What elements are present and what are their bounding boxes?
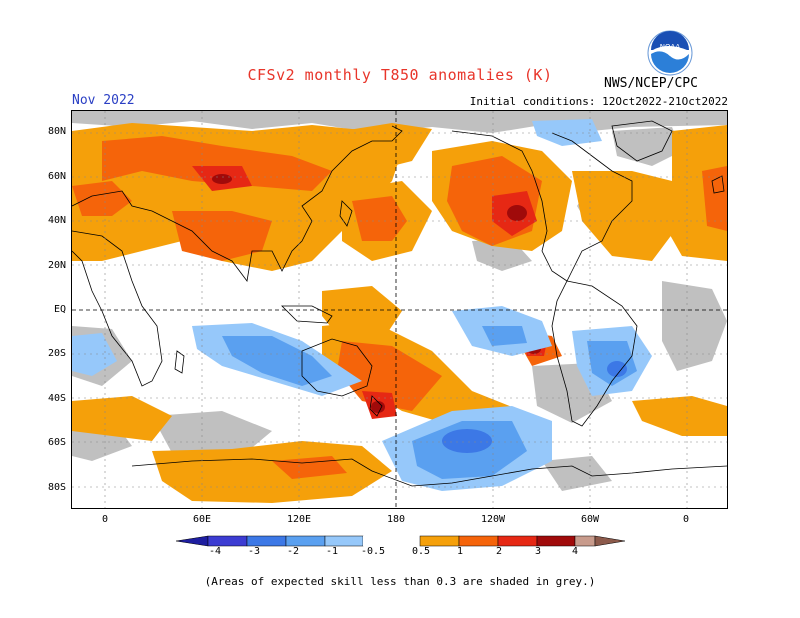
coast-uk: [711, 175, 725, 194]
graticule: [72, 111, 727, 508]
orange-australia-region: [322, 286, 402, 341]
coast-antarctica: [131, 458, 727, 487]
coast-madagascar: [174, 350, 185, 374]
coast-japan: [339, 200, 353, 227]
colorbar-seg-4-3: [207, 535, 248, 547]
coast-australia: [301, 338, 373, 397]
noaa-logo: NOAA: [647, 30, 693, 76]
coast-indonesia: [281, 305, 333, 324]
orange-south-atlantic: [632, 396, 727, 436]
lat-label-20n: 20N: [47, 260, 66, 271]
lon-label-60e: 60E: [192, 514, 212, 525]
colorbar: [175, 535, 626, 547]
lon-label-120e: 120E: [286, 514, 312, 525]
cold-mid-blue-areas: [442, 361, 627, 453]
skill-footnote: (Areas of expected skill less than 0.3 a…: [204, 575, 596, 588]
colorbar-label-p2: 2: [495, 546, 503, 557]
darkred-new-zealand: [371, 401, 385, 413]
coastlines: [72, 120, 727, 487]
midblue-southern-pacific: [442, 429, 492, 453]
colorbar-label-m4: -4: [208, 546, 222, 557]
colorbar-seg-4-5: [574, 535, 596, 547]
low-skill-grey-areas: [72, 111, 727, 491]
blue-indian-ocean: [222, 336, 332, 386]
orange-southern-indian: [72, 396, 172, 441]
colorbar-seg-3-2: [246, 535, 287, 547]
grey-southern-indian: [152, 411, 272, 456]
logo-text: NOAA: [660, 43, 681, 51]
darkred-siberia: [212, 174, 232, 184]
lat-label-80s: 80S: [47, 482, 66, 493]
grey-south-america-east: [662, 281, 727, 371]
colorbar-label-p4: 4: [571, 546, 579, 557]
redorange-siberia: [102, 136, 332, 191]
colorbar-seg-2-3: [497, 535, 538, 547]
redorange-west-pacific: [352, 196, 407, 241]
grey-south-pacific-east: [542, 456, 612, 491]
agency-label: NWS/NCEP/CPC: [604, 76, 698, 91]
colorbar-label-m05: -0.5: [360, 546, 386, 557]
colorbar-label-m1: -1: [325, 546, 339, 557]
initial-conditions: Initial conditions: 12Oct2022-21Oct2022: [469, 95, 728, 108]
lat-label-60n: 60N: [47, 171, 66, 182]
lon-label-120w: 120W: [480, 514, 506, 525]
redorange-europe-right: [702, 166, 727, 231]
lat-label-eq: EQ: [53, 304, 66, 315]
anomaly-map-svg: [72, 111, 727, 508]
lon-label-60w: 60W: [580, 514, 600, 525]
colorbar-seg-05-1: [419, 535, 460, 547]
forecast-month: Nov 2022: [72, 93, 135, 108]
colorbar-label-p1: 1: [456, 546, 464, 557]
coast-south-america: [551, 280, 638, 427]
lon-label-0-right: 0: [682, 514, 690, 525]
coast-north-america: [451, 130, 633, 282]
colorbar-label-p3: 3: [534, 546, 542, 557]
lat-label-60s: 60S: [47, 437, 66, 448]
redorange-europe: [72, 181, 132, 216]
colorbar-label-m2: -2: [286, 546, 300, 557]
coast-greenland: [611, 120, 673, 162]
blue-east-pacific: [482, 326, 527, 346]
darkred-north-america: [507, 205, 527, 221]
colorbar-seg-3-4: [536, 535, 576, 547]
coast-new-zealand: [369, 395, 383, 417]
orange-atlantic-north: [572, 171, 682, 261]
colorbar-label-m3: -3: [247, 546, 261, 557]
map-title: CFSv2 monthly T850 anomalies (K): [247, 66, 553, 84]
lon-label-0: 0: [101, 514, 109, 525]
colorbar-seg-1-05: [324, 535, 364, 547]
grey-greenland: [612, 127, 682, 166]
orange-north-pacific: [342, 123, 432, 171]
coast-africa: [72, 230, 163, 387]
colorbar-seg-neutral: [363, 536, 420, 546]
lat-label-40n: 40N: [47, 215, 66, 226]
colorbar-seg-lt-4: [175, 535, 209, 547]
lon-label-180: 180: [386, 514, 406, 525]
reference-lines: [72, 111, 727, 508]
orange-antarctic-rim: [152, 441, 392, 503]
lightblue-africa-east: [72, 333, 117, 376]
lightblue-arctic-canada: [532, 119, 602, 146]
colorbar-seg-2-1: [285, 535, 326, 547]
lat-label-20s: 20S: [47, 348, 66, 359]
redorange-central-asia: [172, 211, 272, 261]
midblue-south-atlantic: [607, 361, 627, 377]
lat-label-80n: 80N: [47, 126, 66, 137]
coast-eurasia: [72, 125, 403, 282]
orange-europe-right: [662, 125, 727, 261]
anomaly-map: [71, 110, 728, 509]
colorbar-seg-gt-5: [594, 535, 626, 547]
colorbar-seg-1-2: [458, 535, 499, 547]
lat-label-40s: 40S: [47, 393, 66, 404]
colorbar-label-p05: 0.5: [411, 546, 431, 557]
